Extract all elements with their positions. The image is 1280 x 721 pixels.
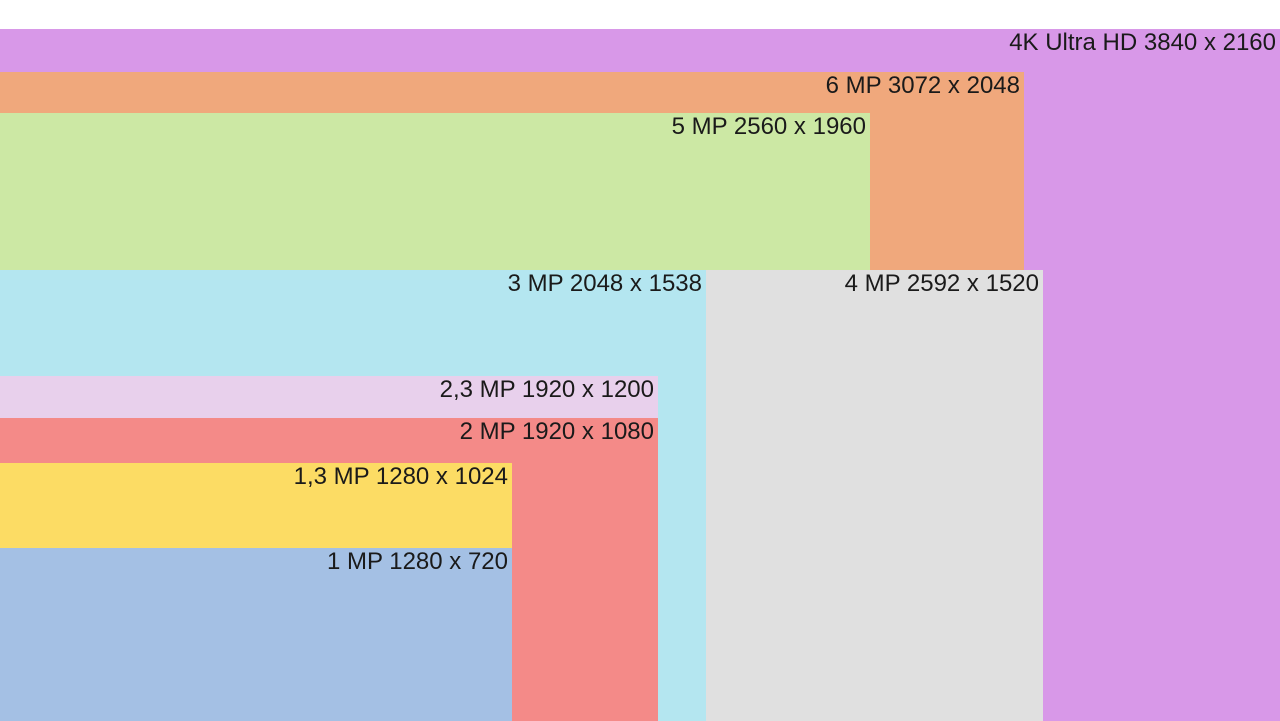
resolution-label: 6 MP 3072 x 2048: [825, 72, 1020, 99]
resolution-label: 2,3 MP 1920 x 1200: [439, 376, 654, 403]
resolution-label: 1 MP 1280 x 720: [326, 548, 508, 575]
resolution-rect: 1 MP 1280 x 720: [0, 548, 512, 721]
resolution-label: 5 MP 2560 x 1960: [671, 113, 866, 140]
resolution-label: 4 MP 2592 x 1520: [844, 270, 1039, 297]
resolution-label: 1,3 MP 1280 x 1024: [293, 463, 508, 490]
resolution-label: 3 MP 2048 x 1538: [507, 270, 702, 297]
resolution-label: 2 MP 1920 x 1080: [459, 418, 654, 445]
resolution-label: 4K Ultra HD 3840 x 2160: [1009, 29, 1276, 56]
